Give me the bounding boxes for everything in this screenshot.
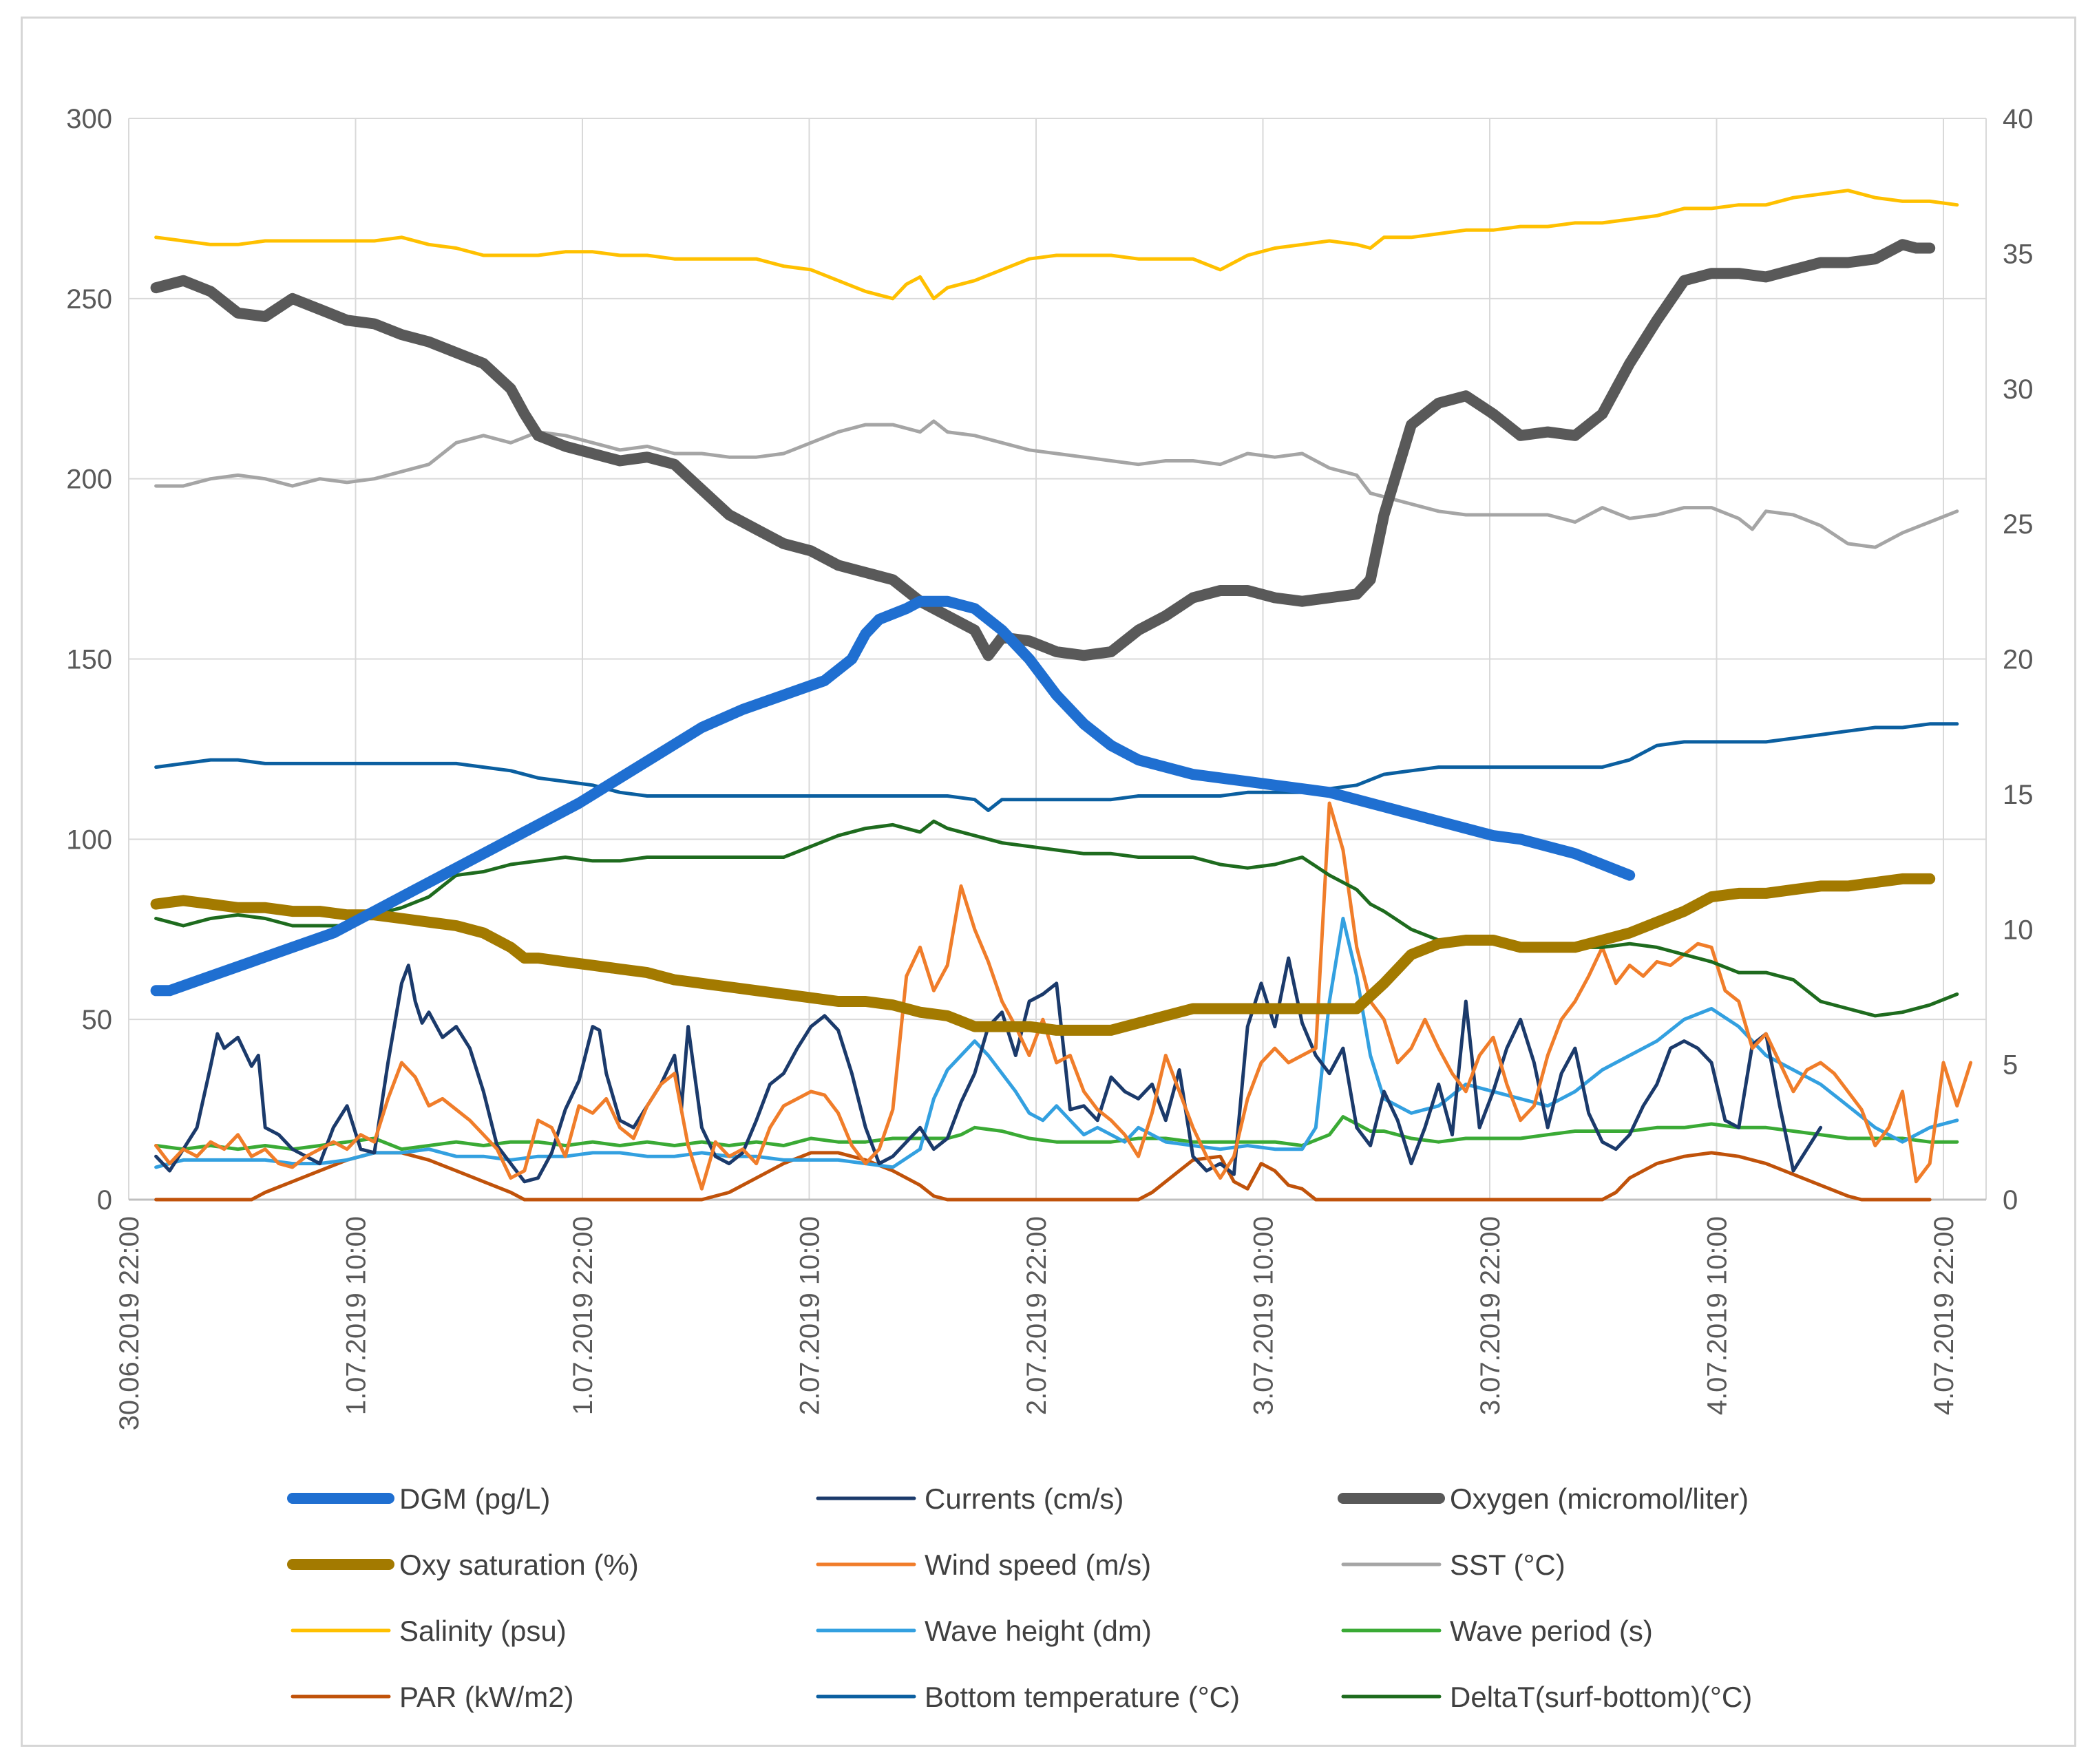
series-line-dgm-pg-l [150, 595, 1636, 997]
series-line-oxygen-micromol-liter [150, 239, 1936, 661]
legend-label: PAR (kW/m2) [399, 1681, 574, 1713]
series-lines [150, 189, 1973, 1202]
y-right-tick-label: 10 [2003, 915, 2034, 945]
series-line-sst-c [154, 419, 1959, 549]
y-left-tick-label: 300 [66, 104, 112, 134]
y-right-tick-label: 20 [2003, 645, 2034, 675]
legend-label: Wave height (dm) [925, 1615, 1152, 1647]
y-left-tick-label: 200 [66, 465, 112, 495]
x-tick-label: 2.07.2019 10:00 [795, 1216, 825, 1415]
grid-lines [128, 118, 1987, 1200]
y-right-tick-label: 0 [2003, 1185, 2018, 1215]
y-left-tick-label: 100 [66, 825, 112, 855]
series-line-wave-period-s [154, 1115, 1959, 1151]
y-left-tick-label: 150 [66, 645, 112, 675]
y-left-tick-label: 50 [82, 1005, 113, 1035]
x-tick-label: 3.07.2019 10:00 [1249, 1216, 1279, 1415]
series-line-bottom-temperature-c [154, 722, 1959, 812]
x-tick-label: 2.07.2019 22:00 [1022, 1216, 1052, 1415]
axes: 0 50 100 150 200 250 300 0 5 10 15 20 25 30 35 40 30.06.… [66, 104, 2033, 1430]
series-line-wave-height-dm [154, 917, 1959, 1169]
legend-label: DeltaT(surf-bottom)(°C) [1450, 1681, 1752, 1713]
y-right-tick-label: 40 [2003, 104, 2034, 134]
x-tick-label: 4.07.2019 22:00 [1929, 1216, 1959, 1415]
legend-label: Bottom temperature (°C) [925, 1681, 1240, 1713]
y-right-tick-label: 25 [2003, 509, 2034, 540]
chart-frame: 0 50 100 150 200 250 300 0 5 10 15 20 25 30 35 40 30.06.… [21, 17, 2076, 1747]
legend-label: Salinity (psu) [399, 1615, 567, 1647]
legend-label: Wave period (s) [1450, 1615, 1653, 1647]
x-tick-label: 1.07.2019 22:00 [568, 1216, 598, 1415]
legend-label: DGM (pg/L) [399, 1483, 550, 1515]
legend-label: Oxygen (micromol/liter) [1450, 1483, 1749, 1515]
series-line-par-kw-m2 [154, 1151, 1932, 1202]
series-line-deltat-surf-bottom-c [154, 819, 1959, 1018]
y-right-tick-label: 15 [2003, 780, 2034, 810]
x-tick-label: 3.07.2019 22:00 [1475, 1216, 1506, 1415]
y-right-tick-label: 5 [2003, 1050, 2018, 1081]
series-line-wind-speed-m-s [154, 801, 1973, 1191]
x-tick-label: 4.07.2019 10:00 [1702, 1216, 1733, 1415]
x-tick-label: 30.06.2019 22:00 [114, 1216, 145, 1430]
y-left-tick-label: 250 [66, 284, 112, 315]
series-line-oxy-saturation [150, 873, 1936, 1036]
legend-label: Wind speed (m/s) [925, 1549, 1151, 1581]
series-line-currents-cm-s [154, 956, 1823, 1184]
y-right-tick-label: 30 [2003, 374, 2034, 405]
series-line-salinity-psu [154, 189, 1959, 301]
legend-label: Oxy saturation (%) [399, 1549, 639, 1581]
legend-label: Currents (cm/s) [925, 1483, 1124, 1515]
x-tick-label: 1.07.2019 10:00 [341, 1216, 372, 1415]
legend-label: SST (°C) [1450, 1549, 1565, 1581]
y-left-tick-label: 0 [97, 1185, 112, 1215]
legend: DGM (pg/L) Currents (cm/s) Oxygen (micromo… [287, 1483, 1752, 1713]
chart: 0 50 100 150 200 250 300 0 5 10 15 20 25 30 35 40 30.06.… [66, 104, 2033, 1713]
y-right-tick-label: 35 [2003, 239, 2034, 269]
